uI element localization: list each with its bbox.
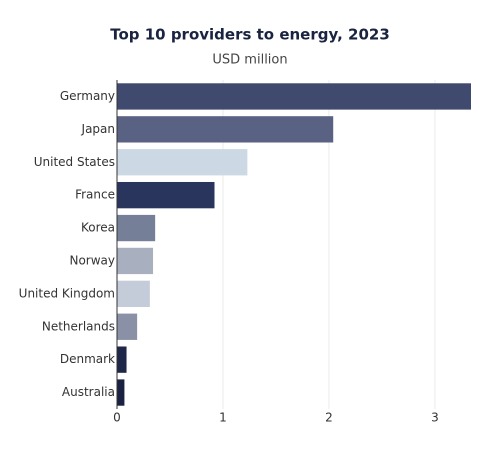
x-tick-label: 3	[431, 411, 439, 425]
chart-subtitle: USD million	[212, 53, 287, 68]
y-tick-label: France	[75, 188, 115, 202]
x-tick-label: 2	[325, 411, 333, 425]
y-tick-label: Netherlands	[42, 319, 115, 333]
y-tick-label: Germany	[60, 89, 115, 103]
bar	[117, 214, 156, 242]
bar	[117, 313, 138, 340]
bar	[117, 280, 150, 308]
x-tick-label: 0	[113, 411, 121, 425]
y-tick-label: Norway	[69, 253, 115, 267]
y-tick-label: Australia	[62, 385, 115, 399]
bar	[117, 181, 215, 209]
bar	[117, 116, 334, 143]
bar	[117, 149, 248, 176]
y-tick-label: United States	[34, 155, 115, 169]
bar	[117, 83, 471, 110]
y-tick-label: Japan	[81, 122, 115, 136]
bar	[117, 379, 125, 406]
y-tick-label: United Kingdom	[19, 286, 115, 300]
y-tick-label: Korea	[81, 221, 115, 235]
bar	[117, 346, 127, 373]
chart-title: Top 10 providers to energy, 2023	[110, 26, 390, 44]
bar	[117, 247, 154, 275]
x-tick-label: 1	[219, 411, 227, 425]
y-tick-label: Denmark	[60, 352, 115, 366]
